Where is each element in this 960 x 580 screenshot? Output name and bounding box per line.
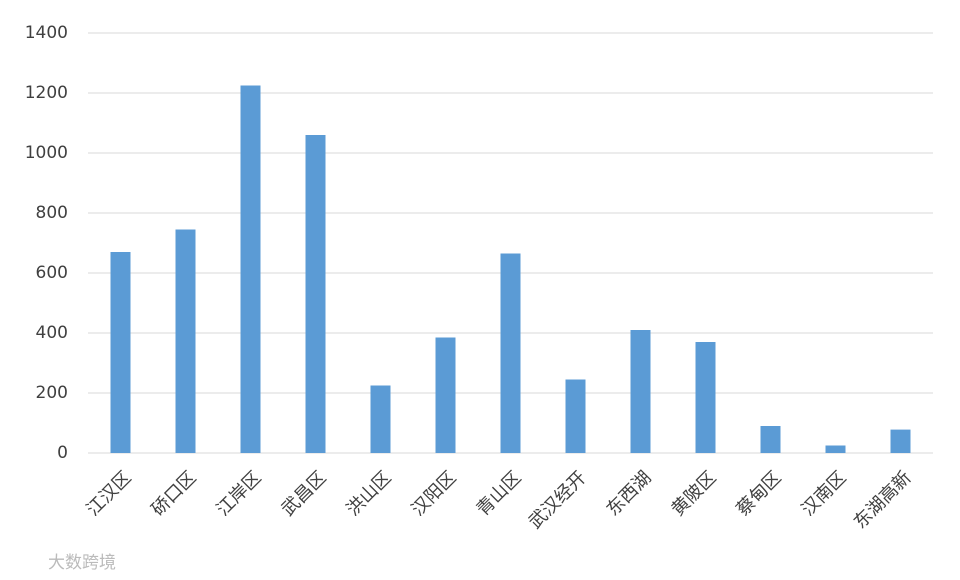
bar — [435, 337, 456, 453]
bar — [630, 330, 651, 453]
y-tick-label: 1400 — [25, 23, 68, 43]
watermark: 大数跨境 — [48, 553, 116, 573]
bar — [695, 342, 716, 453]
bar — [240, 85, 261, 453]
y-tick-label: 200 — [36, 383, 68, 403]
bar — [110, 252, 131, 453]
bar — [890, 429, 911, 453]
bar — [305, 135, 326, 453]
bar — [565, 379, 586, 453]
bar — [825, 445, 846, 453]
bar — [760, 426, 781, 453]
bar — [175, 229, 196, 453]
bar — [370, 385, 391, 453]
y-tick-label: 1200 — [25, 83, 68, 103]
y-tick-label: 400 — [36, 323, 68, 343]
y-tick-label: 800 — [36, 203, 68, 223]
y-tick-label: 0 — [57, 443, 68, 463]
bar — [500, 253, 521, 453]
y-tick-label: 600 — [36, 263, 68, 283]
y-tick-label: 1000 — [25, 143, 68, 163]
